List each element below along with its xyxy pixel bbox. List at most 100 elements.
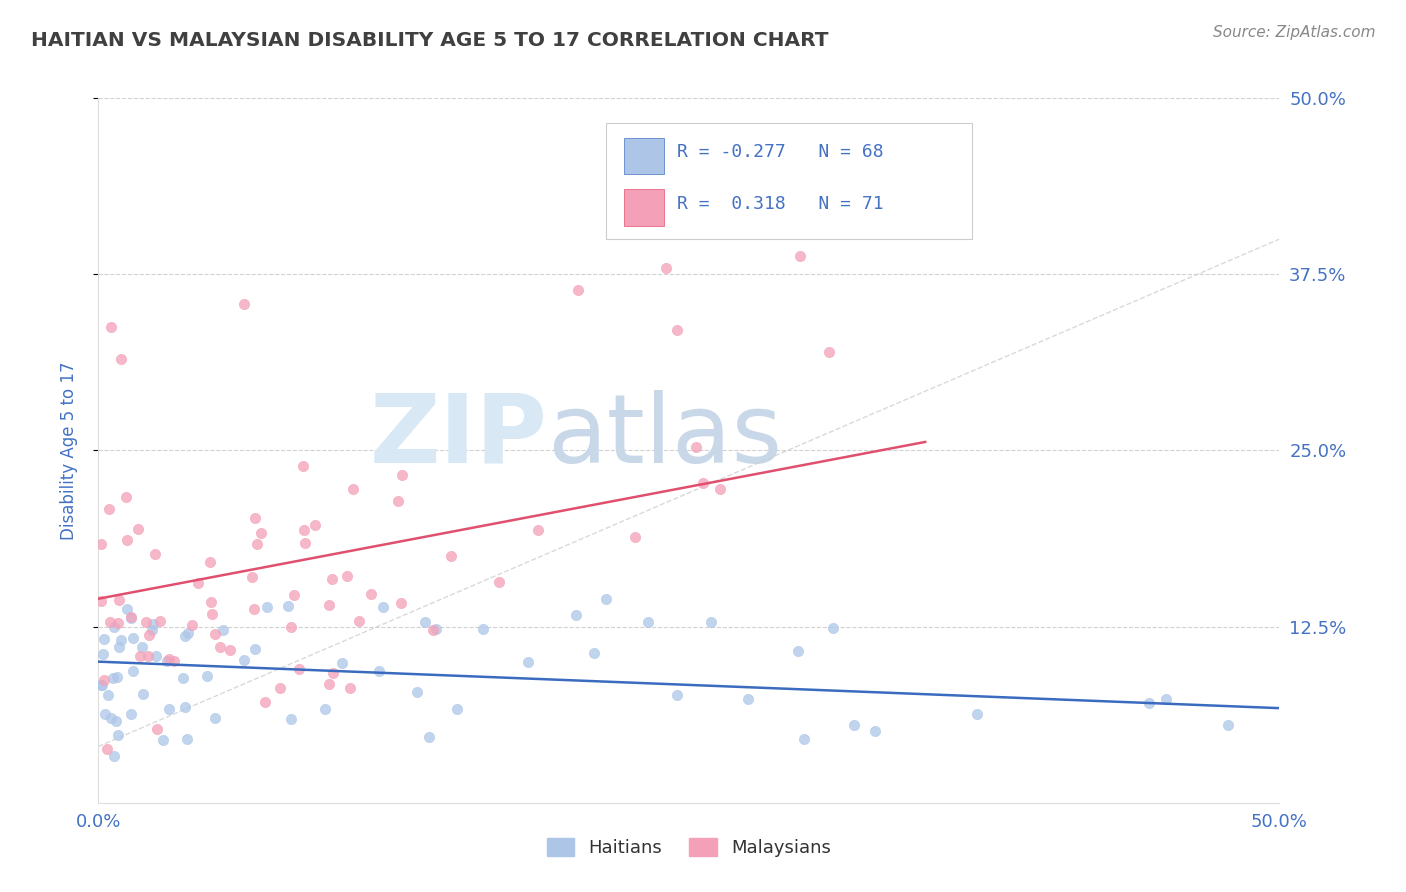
Point bbox=[283, 588, 305, 602]
Point bbox=[446, 702, 468, 716]
Point bbox=[187, 576, 209, 591]
Point bbox=[294, 524, 316, 538]
Point bbox=[318, 599, 340, 613]
Point bbox=[516, 655, 538, 669]
Point bbox=[103, 749, 125, 764]
Point bbox=[114, 490, 136, 504]
Point bbox=[624, 530, 647, 544]
Point bbox=[692, 476, 714, 491]
Point bbox=[292, 458, 315, 473]
Point bbox=[146, 722, 169, 736]
Point bbox=[339, 681, 361, 696]
Point bbox=[665, 323, 688, 337]
Point bbox=[471, 622, 494, 636]
Point bbox=[100, 711, 122, 725]
Point bbox=[250, 526, 273, 541]
Point bbox=[368, 664, 391, 678]
Point bbox=[304, 518, 326, 533]
Text: atlas: atlas bbox=[547, 390, 782, 483]
Point bbox=[100, 319, 122, 334]
Point bbox=[110, 633, 132, 648]
Point bbox=[98, 502, 121, 516]
Point bbox=[108, 640, 131, 654]
Point bbox=[665, 688, 688, 702]
Text: R = -0.277   N = 68: R = -0.277 N = 68 bbox=[678, 144, 884, 161]
Point bbox=[201, 607, 224, 621]
Point bbox=[863, 723, 886, 738]
Point bbox=[793, 732, 815, 747]
Text: Source: ZipAtlas.com: Source: ZipAtlas.com bbox=[1212, 25, 1375, 40]
Point bbox=[156, 655, 179, 669]
Point bbox=[208, 640, 231, 654]
Point bbox=[371, 599, 394, 614]
Point bbox=[391, 467, 413, 482]
Point bbox=[243, 642, 266, 657]
Point bbox=[176, 731, 198, 746]
Point bbox=[232, 653, 254, 667]
Point bbox=[91, 647, 114, 661]
Point bbox=[204, 711, 226, 725]
Point bbox=[488, 574, 510, 589]
FancyBboxPatch shape bbox=[624, 137, 664, 174]
Point bbox=[120, 611, 142, 625]
Point bbox=[406, 685, 429, 699]
Point bbox=[425, 623, 447, 637]
Point bbox=[149, 614, 172, 628]
Point bbox=[110, 352, 132, 367]
Point bbox=[280, 620, 302, 634]
Point bbox=[842, 718, 865, 732]
Point bbox=[232, 297, 254, 311]
Point bbox=[243, 510, 266, 524]
FancyBboxPatch shape bbox=[624, 189, 664, 226]
Point bbox=[966, 706, 988, 721]
Point bbox=[174, 629, 197, 643]
Point bbox=[360, 587, 382, 601]
Point bbox=[90, 677, 112, 691]
Point bbox=[181, 617, 204, 632]
Point bbox=[823, 621, 845, 635]
Point bbox=[142, 616, 165, 631]
Point bbox=[107, 615, 129, 630]
Legend: Haitians, Malaysians: Haitians, Malaysians bbox=[540, 830, 838, 864]
Point bbox=[120, 706, 142, 721]
Point bbox=[595, 592, 617, 607]
Point bbox=[218, 643, 240, 657]
Point bbox=[108, 593, 131, 607]
Point bbox=[318, 677, 340, 691]
Point bbox=[1154, 692, 1177, 706]
Point bbox=[97, 689, 120, 703]
Point bbox=[737, 691, 759, 706]
Point bbox=[177, 625, 200, 640]
Point bbox=[157, 652, 180, 666]
Point bbox=[198, 555, 221, 569]
Text: HAITIAN VS MALAYSIAN DISABILITY AGE 5 TO 17 CORRELATION CHART: HAITIAN VS MALAYSIAN DISABILITY AGE 5 TO… bbox=[31, 31, 828, 50]
Point bbox=[90, 594, 112, 608]
Point bbox=[105, 714, 128, 728]
Point bbox=[422, 623, 444, 637]
Point bbox=[173, 699, 195, 714]
Y-axis label: Disability Age 5 to 17: Disability Age 5 to 17 bbox=[59, 361, 77, 540]
Point bbox=[567, 283, 589, 297]
Point bbox=[195, 669, 218, 683]
Point bbox=[98, 615, 121, 629]
Point bbox=[145, 648, 167, 663]
Point bbox=[256, 599, 278, 614]
Point bbox=[138, 628, 160, 642]
Point bbox=[269, 681, 291, 695]
Point bbox=[90, 537, 112, 551]
Point bbox=[127, 523, 149, 537]
Point bbox=[418, 730, 440, 744]
Point bbox=[654, 261, 676, 276]
Point bbox=[342, 483, 364, 497]
Point bbox=[817, 345, 839, 359]
Point bbox=[143, 547, 166, 561]
Point bbox=[115, 601, 138, 615]
Point bbox=[131, 640, 153, 654]
Point bbox=[94, 707, 117, 722]
Point bbox=[786, 643, 808, 657]
Point bbox=[336, 569, 359, 583]
Point bbox=[240, 569, 263, 583]
Point bbox=[132, 687, 155, 701]
Point bbox=[152, 732, 174, 747]
Point bbox=[136, 648, 159, 663]
